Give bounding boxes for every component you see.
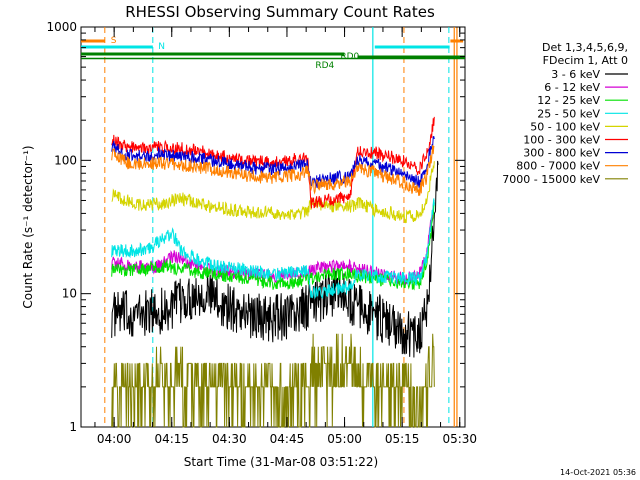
series-line xyxy=(111,333,435,428)
legend-entry-label: 3 - 6 keV xyxy=(551,68,600,81)
x-axis-label: Start Time (31-Mar-08 03:51:22) xyxy=(184,455,378,469)
series-line xyxy=(111,202,435,291)
chart-title: RHESSI Observing Summary Count Rates xyxy=(125,3,435,21)
bar-marker-layer xyxy=(81,39,465,60)
y-tick-label: 1 xyxy=(69,420,77,434)
legend-header-line-2: FDecim 1, Att 0 xyxy=(543,54,628,67)
legend-header-line-1: Det 1,3,4,5,6,9, xyxy=(542,41,628,54)
x-tick-label: 05:00 xyxy=(327,432,362,446)
legend-entry-label: 100 - 300 keV xyxy=(523,134,600,147)
legend-entry-label: 25 - 50 keV xyxy=(537,107,600,120)
y-tick-label: 1000 xyxy=(46,20,77,34)
x-tick-label: 05:15 xyxy=(385,432,420,446)
status-annotation: S xyxy=(111,36,117,46)
status-annotation: N xyxy=(158,42,165,52)
x-tick-label: 04:30 xyxy=(212,432,247,446)
marker-layer xyxy=(104,27,458,427)
legend-entry-label: 50 - 100 keV xyxy=(530,120,600,133)
y-tick-label: 100 xyxy=(54,153,77,167)
y-axis-label: Count Rate (s⁻¹ detector⁻¹) xyxy=(21,145,35,308)
series-line xyxy=(111,136,435,189)
x-tick-label: 04:15 xyxy=(154,432,189,446)
legend-entry-label: 7000 - 15000 keV xyxy=(502,173,600,186)
x-tick-label: 04:00 xyxy=(97,432,132,446)
legend-entry-label: 6 - 12 keV xyxy=(544,81,600,94)
x-tick-label: 05:30 xyxy=(442,432,477,446)
series-line xyxy=(111,160,439,358)
plot-frame xyxy=(80,26,466,428)
y-tick-label: 10 xyxy=(62,287,77,301)
y-axis: 1 10 100 1000 xyxy=(46,20,465,434)
x-tick-label: 04:45 xyxy=(270,432,305,446)
footer-timestamp: 14-Oct-2021 05:36 xyxy=(560,468,636,477)
status-annotation: RD4 xyxy=(315,61,334,71)
plot-area xyxy=(80,26,466,428)
series-line xyxy=(111,198,435,300)
series-line xyxy=(111,145,435,196)
annotation-layer: S N RD0 RD4 xyxy=(111,36,360,71)
status-annotation: RD0 xyxy=(340,52,359,62)
x-axis: 04:00 04:15 04:30 04:45 05:00 05:15 05:30 xyxy=(94,27,477,446)
legend-entry-label: 12 - 25 keV xyxy=(537,94,600,107)
legend-entry-label: 300 - 800 keV xyxy=(523,147,600,160)
series-line xyxy=(111,161,435,224)
legend-entry-label: 800 - 7000 keV xyxy=(516,160,600,173)
series-layer xyxy=(111,116,439,428)
legend: Det 1,3,4,5,6,9, FDecim 1, Att 0 3 - 6 k… xyxy=(502,41,628,186)
